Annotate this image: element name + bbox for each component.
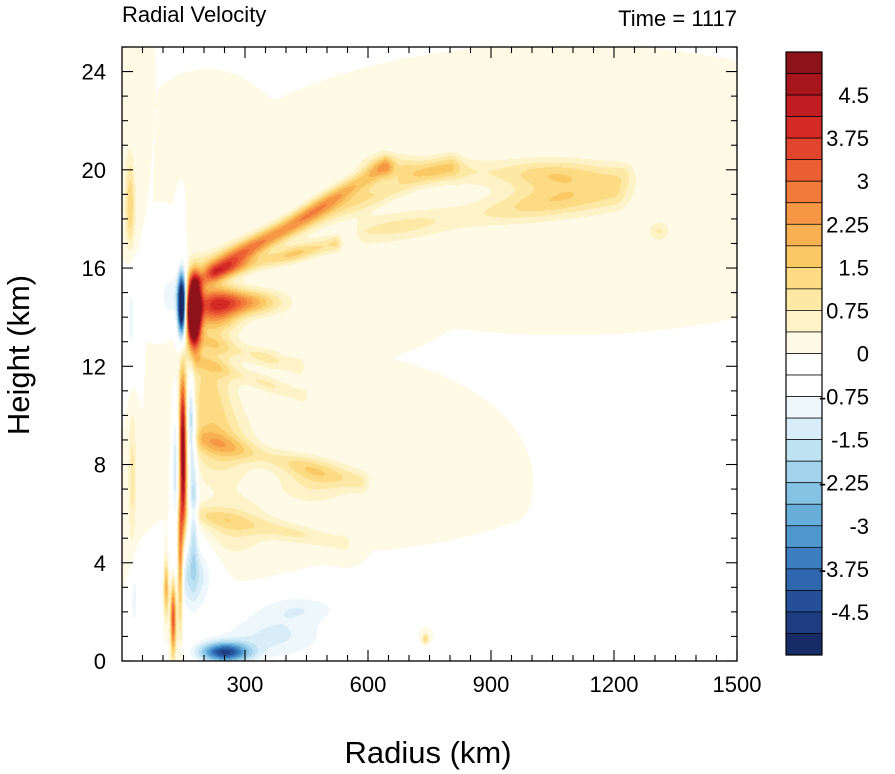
colorbar-bin (785, 590, 823, 613)
colorbar-bin (785, 568, 823, 591)
colorbar-bin (785, 460, 823, 484)
colorbar-border (785, 51, 823, 656)
y-tick-label: 20 (82, 158, 106, 183)
chart-title: Radial Velocity (122, 2, 266, 27)
colorbar-bin (785, 202, 823, 225)
y-tick-label: 24 (82, 60, 106, 85)
colorbar-bin (785, 51, 823, 74)
velocity-shading (122, 47, 737, 661)
colorbar-bin (785, 611, 823, 634)
x-tick-label: 1200 (590, 672, 639, 697)
colorbar-bin (785, 417, 823, 440)
colorbar-bin (785, 525, 823, 548)
x-axis-label: Radius (km) (344, 735, 511, 770)
y-tick-label: 0 (94, 649, 106, 674)
colorbar-label: -1.5 (831, 428, 869, 453)
colorbar-bin (785, 73, 823, 96)
time-label: Time = 1117 (618, 6, 737, 31)
colorbar-bin (785, 374, 823, 397)
colorbar-bin (785, 331, 823, 354)
colorbar-bin (785, 503, 823, 527)
colorbar-label: -0.75 (819, 385, 869, 410)
colorbar-bin (785, 310, 823, 333)
colorbar-bin (785, 546, 823, 570)
colorbar-label: 1.5 (838, 255, 869, 280)
y-tick-label: 16 (82, 256, 106, 281)
colorbar: 4.5 3.75 3 2.25 1.5 0.75 0 -0.75 -1.5 -2.25 -3 -3.7… (785, 51, 869, 656)
colorbar-bin (785, 180, 823, 204)
y-tick-label: 4 (94, 551, 106, 576)
colorbar-bin (785, 439, 823, 462)
colorbar-label: 0.75 (826, 298, 869, 323)
colorbar-label: 3.75 (826, 126, 869, 151)
y-tick-label: 8 (94, 453, 106, 478)
velocity-field (122, 47, 737, 661)
x-tick-label: 600 (350, 672, 387, 697)
y-axis-label: Height (km) (1, 275, 36, 435)
x-tick-label: 300 (227, 672, 264, 697)
y-tick-label: 12 (82, 354, 106, 379)
colorbar-label: -4.5 (831, 600, 869, 625)
colorbar-bin (785, 159, 823, 182)
colorbar-label: -2.25 (819, 471, 869, 496)
x-tick-label: 1500 (713, 672, 762, 697)
x-tick-label: 900 (473, 672, 510, 697)
colorbar-bin (785, 482, 823, 505)
colorbar-label: 2.25 (826, 212, 869, 237)
colorbar-bin (785, 94, 823, 117)
colorbar-label: 3 (857, 169, 869, 194)
colorbar-label: -3.75 (819, 557, 869, 582)
colorbar-bin (785, 633, 823, 656)
colorbar-bin (785, 353, 823, 376)
colorbar-label: 0 (857, 342, 869, 367)
colorbar-bin (785, 396, 823, 419)
colorbar-bin (785, 137, 823, 161)
colorbar-bin (785, 245, 823, 268)
colorbar-bin (785, 223, 823, 247)
colorbar-label: -3 (849, 514, 869, 539)
colorbar-label: 4.5 (838, 83, 869, 108)
colorbar-bin (785, 288, 823, 311)
colorbar-bin (785, 267, 823, 290)
colorbar-bin (785, 116, 823, 139)
x-axis: 300 600 900 1200 1500 (141, 47, 762, 697)
y-axis: 0 4 8 12 16 20 24 (82, 46, 737, 674)
